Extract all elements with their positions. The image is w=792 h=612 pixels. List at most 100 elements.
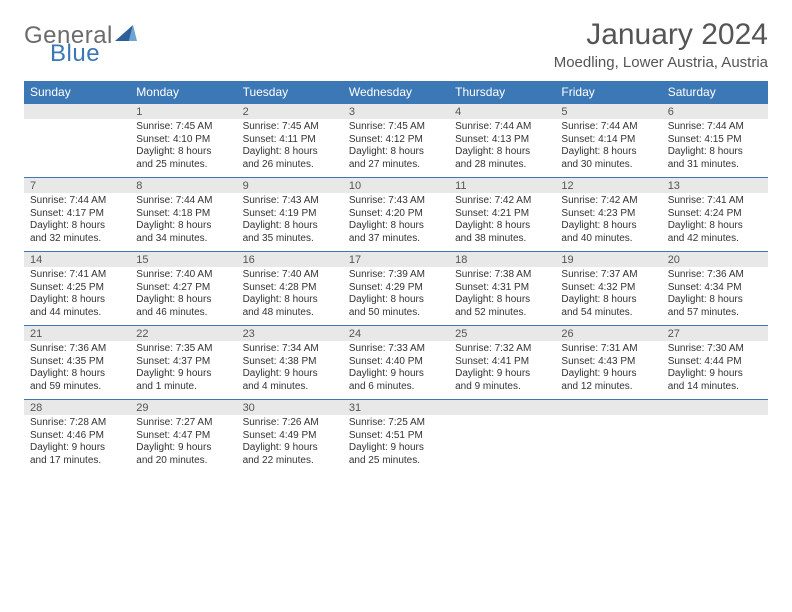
sun-info-line: Daylight: 9 hours xyxy=(668,368,762,381)
date-number-cell: 21 xyxy=(24,326,130,342)
sun-info-line: Daylight: 8 hours xyxy=(455,146,549,159)
sun-info-line: Sunset: 4:51 PM xyxy=(349,430,443,443)
sun-info-line: and 46 minutes. xyxy=(136,307,230,320)
sun-info-line: and 28 minutes. xyxy=(455,159,549,172)
title-block: January 2024 Moedling, Lower Austria, Au… xyxy=(554,18,768,71)
sun-info-line: Sunrise: 7:38 AM xyxy=(455,269,549,282)
date-content-cell: Sunrise: 7:36 AMSunset: 4:34 PMDaylight:… xyxy=(662,267,768,326)
sun-info-line: Sunrise: 7:37 AM xyxy=(561,269,655,282)
date-number-cell: 29 xyxy=(130,400,236,416)
sun-info-line: Sunrise: 7:36 AM xyxy=(668,269,762,282)
date-number-cell: 3 xyxy=(343,104,449,120)
sun-info-line: Daylight: 9 hours xyxy=(243,368,337,381)
sun-info-line: Daylight: 9 hours xyxy=(136,368,230,381)
sun-info-line: and 12 minutes. xyxy=(561,381,655,394)
sun-info-line: Daylight: 8 hours xyxy=(668,146,762,159)
sun-info-line: and 31 minutes. xyxy=(668,159,762,172)
sun-info-line: Daylight: 8 hours xyxy=(243,220,337,233)
date-number-cell xyxy=(24,104,130,120)
date-content-cell: Sunrise: 7:40 AMSunset: 4:27 PMDaylight:… xyxy=(130,267,236,326)
sun-info-line: Sunset: 4:13 PM xyxy=(455,134,549,147)
sun-info-line: and 44 minutes. xyxy=(30,307,124,320)
date-content-cell: Sunrise: 7:34 AMSunset: 4:38 PMDaylight:… xyxy=(237,341,343,400)
calendar-body: 123456Sunrise: 7:45 AMSunset: 4:10 PMDay… xyxy=(24,104,768,474)
sun-info-line: Sunset: 4:35 PM xyxy=(30,356,124,369)
sun-info-line: Sunrise: 7:44 AM xyxy=(136,195,230,208)
date-number-cell: 24 xyxy=(343,326,449,342)
sun-info-line: Sunrise: 7:28 AM xyxy=(30,417,124,430)
sun-info-line: Sunset: 4:25 PM xyxy=(30,282,124,295)
sun-info-line: Daylight: 8 hours xyxy=(243,294,337,307)
date-number-cell: 14 xyxy=(24,252,130,268)
date-number-cell: 4 xyxy=(449,104,555,120)
date-content-cell: Sunrise: 7:32 AMSunset: 4:41 PMDaylight:… xyxy=(449,341,555,400)
date-number-cell: 23 xyxy=(237,326,343,342)
date-number-cell: 27 xyxy=(662,326,768,342)
sun-info-line: and 54 minutes. xyxy=(561,307,655,320)
sun-info-line: and 1 minute. xyxy=(136,381,230,394)
date-number-cell: 26 xyxy=(555,326,661,342)
date-content-cell: Sunrise: 7:26 AMSunset: 4:49 PMDaylight:… xyxy=(237,415,343,473)
date-content-cell: Sunrise: 7:31 AMSunset: 4:43 PMDaylight:… xyxy=(555,341,661,400)
sun-info-line: Daylight: 8 hours xyxy=(30,220,124,233)
sun-info-line: Sunset: 4:27 PM xyxy=(136,282,230,295)
sun-info-line: Sunrise: 7:25 AM xyxy=(349,417,443,430)
sun-info-line: Daylight: 8 hours xyxy=(349,294,443,307)
sun-info-line: Sunset: 4:18 PM xyxy=(136,208,230,221)
sun-info-line: Sunrise: 7:36 AM xyxy=(30,343,124,356)
sun-info-line: Daylight: 9 hours xyxy=(349,442,443,455)
sun-info-line: Daylight: 8 hours xyxy=(668,294,762,307)
sun-info-line: Sunrise: 7:44 AM xyxy=(455,121,549,134)
month-title: January 2024 xyxy=(554,18,768,52)
sun-info-line: Sunset: 4:21 PM xyxy=(455,208,549,221)
date-number-cell: 25 xyxy=(449,326,555,342)
date-number-cell: 22 xyxy=(130,326,236,342)
date-number-row: 28293031 xyxy=(24,400,768,416)
sun-info-line: Daylight: 8 hours xyxy=(136,294,230,307)
date-number-cell: 15 xyxy=(130,252,236,268)
sun-info-line: Daylight: 9 hours xyxy=(136,442,230,455)
date-number-cell: 19 xyxy=(555,252,661,268)
sun-info-line: Sunrise: 7:32 AM xyxy=(455,343,549,356)
sun-info-line: Sunrise: 7:44 AM xyxy=(668,121,762,134)
date-number-cell: 10 xyxy=(343,178,449,194)
sun-info-line: and 26 minutes. xyxy=(243,159,337,172)
sun-info-line: Daylight: 8 hours xyxy=(561,146,655,159)
date-content-cell: Sunrise: 7:43 AMSunset: 4:19 PMDaylight:… xyxy=(237,193,343,252)
date-content-cell: Sunrise: 7:38 AMSunset: 4:31 PMDaylight:… xyxy=(449,267,555,326)
sun-info-line: Sunset: 4:49 PM xyxy=(243,430,337,443)
sun-info-line: Sunrise: 7:42 AM xyxy=(561,195,655,208)
sun-info-line: Sunset: 4:24 PM xyxy=(668,208,762,221)
sun-info-line: and 20 minutes. xyxy=(136,455,230,468)
sun-info-line: Daylight: 9 hours xyxy=(349,368,443,381)
date-content-cell: Sunrise: 7:42 AMSunset: 4:21 PMDaylight:… xyxy=(449,193,555,252)
page-header: General Blue January 2024 Moedling, Lowe… xyxy=(24,18,768,71)
sun-info-line: Sunrise: 7:44 AM xyxy=(30,195,124,208)
weekday-header: Friday xyxy=(555,81,661,104)
calendar-table: Sunday Monday Tuesday Wednesday Thursday… xyxy=(24,81,768,473)
sun-info-line: Sunset: 4:43 PM xyxy=(561,356,655,369)
sun-info-line: Sunrise: 7:27 AM xyxy=(136,417,230,430)
date-content-cell xyxy=(555,415,661,473)
sun-info-line: Sunrise: 7:45 AM xyxy=(136,121,230,134)
sun-info-line: and 6 minutes. xyxy=(349,381,443,394)
sun-info-line: Sunset: 4:37 PM xyxy=(136,356,230,369)
date-content-cell: Sunrise: 7:45 AMSunset: 4:11 PMDaylight:… xyxy=(237,119,343,178)
date-number-cell: 12 xyxy=(555,178,661,194)
date-number-row: 21222324252627 xyxy=(24,326,768,342)
sun-info-line: Daylight: 8 hours xyxy=(455,294,549,307)
sun-info-line: and 25 minutes. xyxy=(136,159,230,172)
date-content-cell: Sunrise: 7:37 AMSunset: 4:32 PMDaylight:… xyxy=(555,267,661,326)
sun-info-line: and 22 minutes. xyxy=(243,455,337,468)
sun-info-line: and 27 minutes. xyxy=(349,159,443,172)
sun-info-line: Sunrise: 7:34 AM xyxy=(243,343,337,356)
date-number-cell: 18 xyxy=(449,252,555,268)
sun-info-line: and 59 minutes. xyxy=(30,381,124,394)
sun-info-line: Daylight: 9 hours xyxy=(243,442,337,455)
weekday-header: Wednesday xyxy=(343,81,449,104)
sun-info-line: Daylight: 8 hours xyxy=(561,220,655,233)
sun-info-line: Daylight: 8 hours xyxy=(349,146,443,159)
date-number-cell xyxy=(555,400,661,416)
date-content-cell: Sunrise: 7:30 AMSunset: 4:44 PMDaylight:… xyxy=(662,341,768,400)
sun-info-line: Daylight: 8 hours xyxy=(349,220,443,233)
